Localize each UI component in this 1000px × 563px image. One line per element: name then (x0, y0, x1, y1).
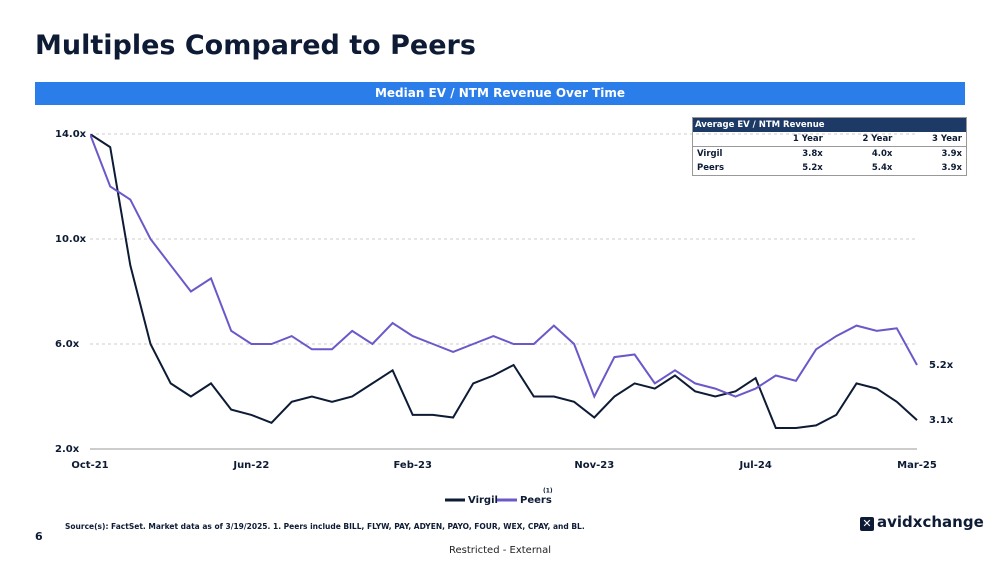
x-tick-label: Jun-22 (232, 460, 269, 471)
series-line (90, 134, 918, 429)
logo-icon: ✕ (860, 517, 874, 531)
row-header: Peers (697, 163, 725, 173)
x-tick-label: Nov-23 (574, 460, 614, 471)
summary-table: Average EV / NTM Revenue 1 Year 2 Year 3… (692, 117, 967, 176)
page-number: 6 (35, 530, 43, 543)
column-header: 2 Year (826, 132, 897, 147)
legend-footnote: (1) (543, 488, 553, 495)
x-tick-label: Feb-23 (394, 460, 432, 471)
table-cell: 3.9x (941, 149, 962, 159)
table-cell: 5.4x (871, 163, 893, 173)
column-header: 3 Year (896, 132, 966, 147)
value-label: 5.2x (929, 360, 954, 371)
series-line (90, 134, 918, 399)
table: Average EV / NTM Revenue 1 Year 2 Year 3… (693, 118, 966, 175)
logo: ✕ avidxchange (860, 513, 984, 531)
row-header: Virgil (697, 149, 723, 159)
table-cell: 4.0x (871, 149, 893, 159)
table-cell: 3.8x (802, 149, 823, 159)
chart-title: Median EV / NTM Revenue Over Time (35, 82, 965, 105)
table-cell: 3.9x (941, 163, 962, 173)
legend-label: Peers (520, 495, 552, 506)
x-tick-label: Oct-21 (71, 460, 108, 471)
logo-text: avidxchange (877, 513, 984, 531)
slide-title: Multiples Compared to Peers (35, 30, 476, 61)
table-title: Average EV / NTM Revenue (693, 118, 966, 132)
value-label: 3.1x (929, 415, 954, 426)
classification: Restricted - External (448, 545, 552, 556)
column-header: 1 Year (757, 132, 827, 147)
x-tick-label: Mar-25 (897, 460, 937, 471)
legend-label: Virgil (468, 495, 498, 506)
y-tick-label: 10.0x (55, 234, 87, 245)
table-cell: 5.2x (802, 163, 823, 173)
x-tick-label: Jul-24 (738, 460, 771, 471)
source-note: Source(s): FactSet. Market data as of 3/… (65, 522, 585, 531)
y-tick-label: 14.0x (55, 129, 87, 140)
table-corner (693, 132, 758, 147)
y-tick-label: 2.0x (55, 444, 80, 455)
y-tick-label: 6.0x (55, 339, 80, 350)
